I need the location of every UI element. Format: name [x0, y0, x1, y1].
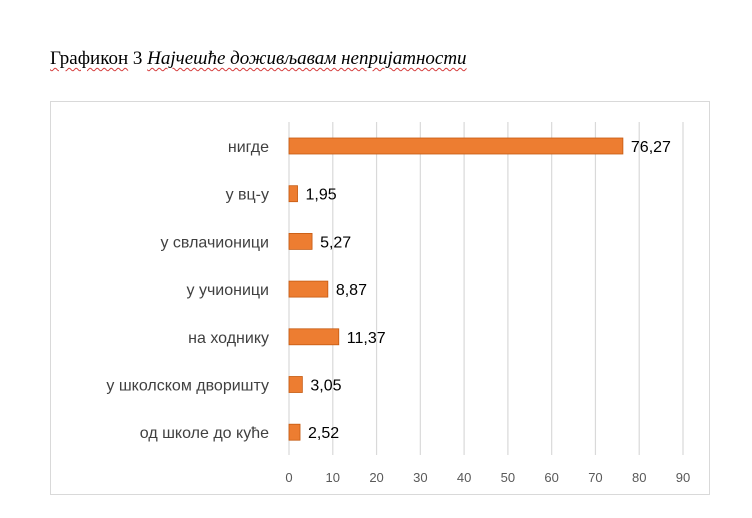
x-tick-label: 90 — [676, 470, 690, 485]
data-label: 1,95 — [306, 187, 337, 204]
x-tick-label: 80 — [632, 470, 646, 485]
x-tick-label: 10 — [326, 470, 340, 485]
bar — [288, 185, 298, 203]
category-label: на ходнику — [188, 330, 269, 347]
data-label: 5,27 — [320, 234, 351, 251]
caption-title: Најчешће доживљавам непријатности — [147, 48, 467, 69]
category-label: у учионици — [187, 282, 270, 299]
x-tick-label: 60 — [544, 470, 558, 485]
caption-number: 3 — [132, 48, 143, 69]
chart-caption: Графикон 3 Најчешће доживљавам непријатн… — [50, 48, 467, 70]
caption-prefix: Графикон — [50, 48, 129, 69]
x-tick-label: 30 — [413, 470, 427, 485]
chart-frame — [50, 101, 710, 495]
category-label: у вц-у — [226, 187, 269, 204]
x-tick-label: 50 — [501, 470, 515, 485]
data-label: 76,27 — [631, 139, 671, 156]
bar — [288, 376, 303, 393]
category-label: у школском дворишту — [106, 378, 269, 395]
category-label: нигде — [228, 139, 269, 156]
data-label: 2,52 — [308, 425, 339, 442]
data-label: 3,05 — [310, 378, 341, 395]
x-tick-label: 70 — [588, 470, 602, 485]
x-tick-label: 0 — [285, 470, 292, 485]
bar — [288, 328, 340, 346]
data-label: 8,87 — [336, 282, 367, 299]
category-label: у свлачионици — [160, 234, 269, 251]
bar — [288, 232, 313, 250]
x-tick-label: 40 — [457, 470, 471, 485]
data-label: 11,37 — [347, 330, 386, 347]
bar — [288, 137, 624, 155]
bar — [288, 280, 329, 298]
bar-layer — [288, 137, 624, 441]
bar — [288, 423, 301, 441]
label-layer: 0 10 20 30 40 50 60 70 80 90 нигде 76,27 у вц-у 1,95 у… — [106, 139, 690, 485]
x-tick-label: 20 — [369, 470, 383, 485]
category-label: од школе до куће — [140, 425, 269, 442]
